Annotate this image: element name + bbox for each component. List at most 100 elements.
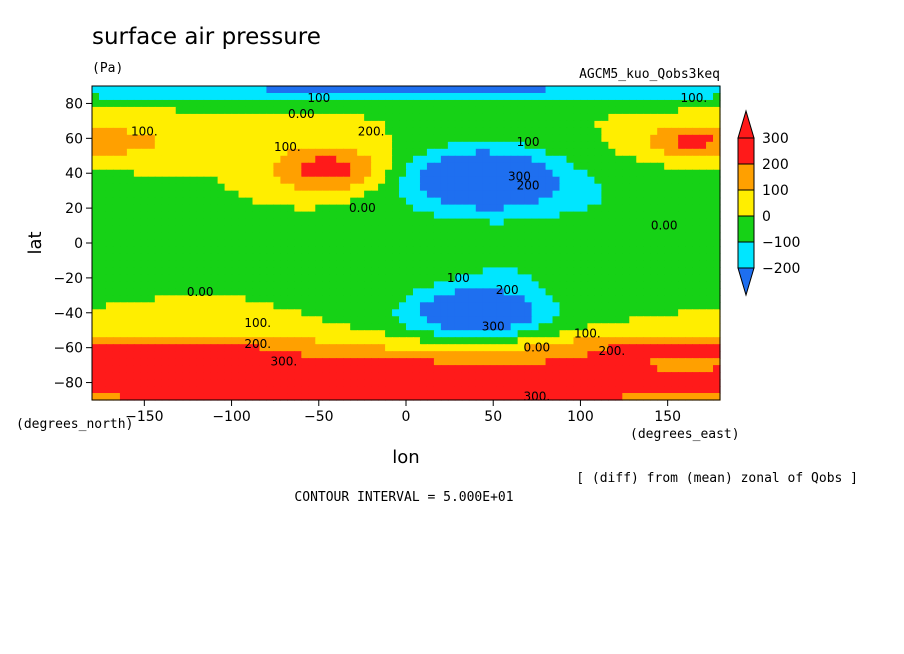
field-cell — [343, 99, 351, 108]
field-cell — [594, 218, 602, 227]
field-cell — [385, 386, 393, 394]
field-cell — [664, 169, 672, 178]
field-cell — [266, 120, 275, 129]
field-cell — [217, 169, 226, 178]
field-cell — [161, 176, 170, 185]
field-cell — [308, 281, 316, 289]
field-cell — [371, 253, 379, 262]
field-cell — [301, 211, 309, 220]
field-cell — [489, 267, 498, 275]
field-cell — [447, 344, 456, 352]
field-cell — [322, 183, 330, 192]
field-cell — [336, 386, 344, 394]
field-cell — [371, 176, 379, 185]
field-cell — [161, 281, 170, 289]
field-cell — [364, 92, 372, 101]
field-cell — [217, 274, 226, 282]
field-cell — [210, 169, 219, 178]
field-cell — [350, 120, 358, 129]
field-cell — [92, 281, 100, 289]
field-cell — [412, 239, 421, 248]
field-cell — [713, 106, 721, 115]
field-cell — [238, 204, 247, 213]
field-cell — [671, 351, 679, 359]
field-cell — [594, 274, 602, 282]
field-cell — [601, 86, 609, 94]
field-cell — [112, 295, 121, 303]
field-cell — [489, 274, 498, 282]
field-cell — [147, 113, 156, 122]
field-cell — [301, 358, 309, 366]
field-cell — [545, 239, 554, 248]
field-cell — [147, 309, 156, 317]
field-cell — [336, 106, 344, 115]
field-cell — [524, 281, 533, 289]
field-cell — [154, 358, 163, 366]
field-cell — [287, 127, 295, 136]
field-cell — [412, 337, 421, 345]
field-cell — [336, 134, 344, 143]
field-cell — [308, 232, 316, 241]
field-cell — [133, 393, 142, 401]
field-cell — [454, 246, 463, 255]
field-cell — [447, 260, 456, 269]
x-tick-label: 150 — [654, 409, 681, 425]
field-cell — [126, 120, 135, 129]
field-cell — [566, 372, 575, 380]
field-cell — [692, 113, 700, 122]
field-cell — [210, 393, 219, 401]
field-cell — [608, 344, 616, 352]
field-cell — [559, 197, 568, 206]
field-cell — [133, 148, 142, 157]
field-cell — [189, 288, 198, 296]
field-cell — [203, 267, 212, 275]
field-cell — [503, 155, 512, 164]
field-cell — [517, 281, 526, 289]
field-cell — [266, 169, 275, 178]
field-cell — [245, 92, 254, 101]
field-cell — [636, 288, 644, 296]
field-cell — [175, 316, 184, 324]
field-cell — [580, 190, 589, 199]
field-cell — [566, 120, 575, 129]
field-cell — [482, 295, 491, 303]
field-cell — [650, 239, 658, 248]
field-cell — [182, 365, 191, 373]
field-cell — [322, 232, 330, 241]
field-cell — [406, 358, 414, 366]
field-cell — [629, 86, 637, 94]
field-cell — [105, 393, 114, 401]
field-cell — [119, 148, 128, 157]
field-cell — [140, 99, 149, 108]
field-cell — [608, 288, 616, 296]
field-cell — [440, 323, 449, 331]
field-cell — [419, 134, 428, 143]
field-cell — [224, 190, 233, 199]
field-cell — [650, 288, 658, 296]
field-cell — [496, 295, 505, 303]
field-cell — [440, 120, 449, 129]
field-cell — [92, 190, 100, 199]
field-cell — [657, 351, 665, 359]
field-cell — [713, 351, 721, 359]
field-cell — [161, 365, 170, 373]
field-cell — [601, 127, 609, 136]
field-cell — [622, 225, 630, 234]
field-cell — [217, 246, 226, 255]
field-cell — [308, 204, 316, 213]
field-cell — [140, 106, 149, 115]
field-cell — [657, 113, 665, 122]
field-cell — [273, 267, 281, 275]
field-cell — [105, 309, 114, 317]
field-cell — [280, 169, 288, 178]
field-cell — [671, 176, 679, 185]
field-cell — [343, 386, 351, 394]
field-cell — [468, 302, 477, 310]
field-cell — [140, 92, 149, 101]
field-cell — [238, 295, 247, 303]
field-cell — [224, 323, 233, 331]
field-cell — [392, 148, 400, 157]
field-cell — [482, 225, 491, 234]
field-cell — [252, 337, 261, 345]
field-cell — [699, 260, 707, 269]
